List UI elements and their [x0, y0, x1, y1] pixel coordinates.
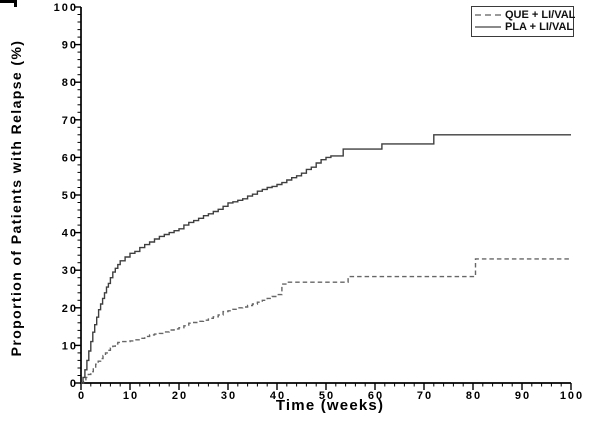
x-tick-label: 60 [368, 390, 384, 402]
y-tick-label: 20 [62, 303, 78, 315]
x-tick-label: 100 [560, 390, 584, 402]
y-tick-label: 30 [62, 265, 78, 277]
y-tick-label: 70 [62, 115, 78, 127]
y-tick-label: 10 [62, 340, 78, 352]
y-tick-label: 80 [62, 77, 78, 89]
axis-lines [80, 7, 571, 384]
y-tick-label: 60 [62, 152, 78, 164]
legend-item-que: QUE + LI/VAL [475, 9, 575, 21]
x-tick-label: 20 [172, 390, 188, 402]
que-li-val-curve [81, 258, 571, 384]
x-tick-label: 30 [221, 390, 237, 402]
x-tick-label: 90 [515, 390, 531, 402]
x-tick-label: 50 [319, 390, 335, 402]
legend-label-pla: PLA + LI/VAL [505, 21, 574, 33]
y-tick-label: 0 [70, 378, 78, 390]
y-tick-label: 90 [62, 40, 78, 52]
corner-artifact [0, 0, 17, 7]
x-tick-label: 70 [417, 390, 433, 402]
legend: QUE + LI/VAL PLA + LI/VAL [471, 6, 575, 37]
x-axis-title: Time (weeks) [275, 397, 385, 414]
dashed-line-sample [475, 14, 501, 16]
solid-line-sample [475, 26, 501, 28]
pla-li-val-curve [81, 134, 571, 384]
x-tick-label: 80 [466, 390, 482, 402]
legend-item-pla: PLA + LI/VAL [475, 21, 574, 33]
y-tick-label: 50 [62, 190, 78, 202]
legend-label-que: QUE + LI/VAL [505, 9, 576, 21]
x-tick-label: 10 [123, 390, 139, 402]
x-tick-label: 0 [78, 390, 86, 402]
x-tick-label: 40 [270, 390, 286, 402]
y-tick-label: 100 [54, 2, 78, 14]
y-tick-label: 40 [62, 228, 78, 240]
